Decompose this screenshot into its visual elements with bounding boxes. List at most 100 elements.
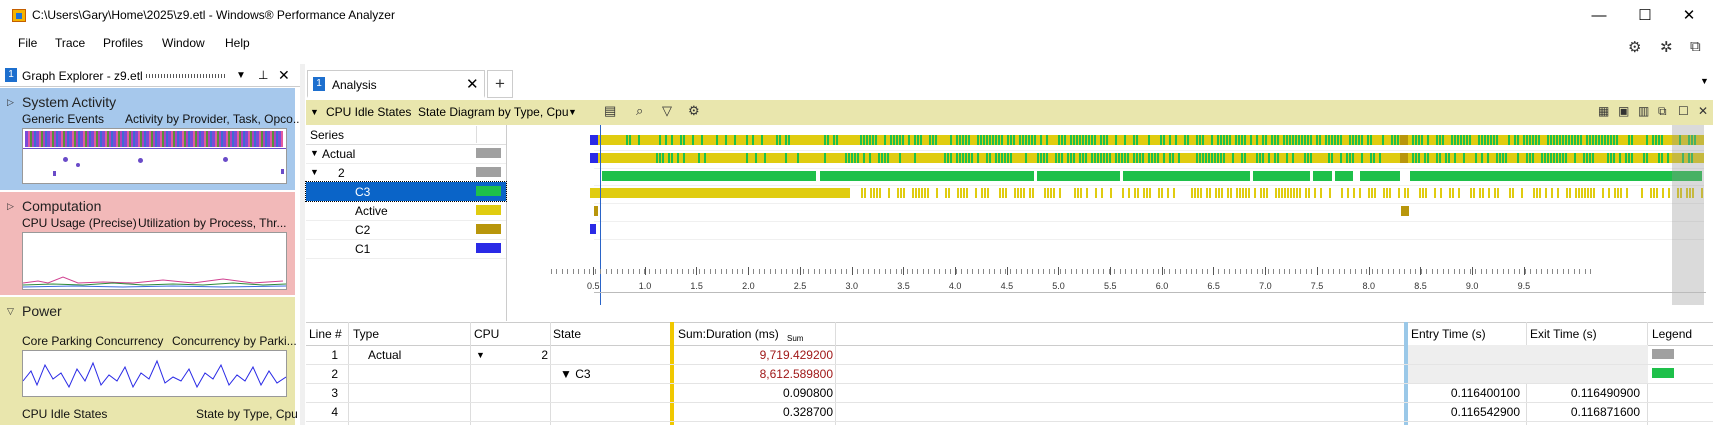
state-bar-c3: [1085, 153, 1087, 163]
state-bar-c3: [1244, 153, 1246, 163]
series-color-swatch[interactable]: [476, 186, 501, 196]
menu-help[interactable]: Help: [225, 36, 250, 50]
pane-splitter[interactable]: [300, 64, 305, 425]
col-header-type[interactable]: Type: [353, 327, 380, 341]
state-bar-c3: [785, 135, 787, 145]
state-bar-active: [1287, 188, 1289, 198]
series-color-swatch[interactable]: [476, 167, 501, 177]
series-row[interactable]: [305, 181, 507, 202]
table-icon[interactable]: ▤: [604, 103, 617, 118]
expand-icon[interactable]: ▷: [7, 201, 14, 211]
section-preset[interactable]: Concurrency by Parki...: [172, 334, 297, 348]
graph-only-icon[interactable]: ▦: [1598, 104, 1610, 118]
col-header-state[interactable]: State: [553, 327, 582, 341]
settings-icon[interactable]: ⚙: [688, 103, 700, 118]
thumbnail-generic-events[interactable]: [22, 128, 287, 184]
col-header-cpu[interactable]: CPU: [474, 327, 500, 341]
col-header-exit-time[interactable]: Exit Time (s): [1530, 327, 1597, 341]
state-bar-c3: [893, 135, 895, 145]
column-divider[interactable]: [835, 322, 836, 425]
column-divider[interactable]: [550, 322, 551, 425]
section-subtitle[interactable]: Core Parking Concurrency: [22, 334, 164, 348]
col-header-legend[interactable]: Legend: [1652, 327, 1693, 341]
gear-icon[interactable]: ⚙: [1628, 39, 1642, 56]
series-row[interactable]: [306, 239, 506, 259]
column-divider[interactable]: [470, 322, 471, 425]
maximize-button[interactable]: ☐: [1638, 7, 1652, 24]
preset-dropdown[interactable]: State Diagram by Type, Cpu: [418, 105, 569, 119]
expand-icon[interactable]: ▷: [7, 97, 14, 107]
section-subtitle[interactable]: Generic Events: [22, 112, 105, 126]
maximize-graph-icon[interactable]: ☐: [1678, 104, 1689, 118]
state-bar-c3: [1397, 135, 1399, 145]
close-button[interactable]: ✕: [1682, 7, 1696, 24]
filter-icon[interactable]: ▽: [662, 103, 672, 118]
menu-trace[interactable]: Trace: [55, 36, 86, 50]
share-icon[interactable]: ⧉: [1690, 38, 1701, 55]
state-bar-c3: [725, 135, 727, 145]
dropdown-icon[interactable]: ▼: [236, 70, 246, 81]
series-color-swatch[interactable]: [476, 205, 501, 215]
add-tab-button[interactable]: +: [487, 70, 513, 98]
axis-minor-tick: [1404, 269, 1406, 274]
tab-analysis[interactable]: [307, 70, 485, 98]
graph-bar[interactable]: [1404, 322, 1408, 425]
series-color-swatch[interactable]: [476, 148, 501, 158]
thumbnail-core-parking[interactable]: [22, 350, 287, 397]
section-subtitle[interactable]: CPU Usage (Precise): [22, 216, 137, 230]
menu-profiles[interactable]: Profiles: [103, 36, 144, 50]
series-row[interactable]: [306, 220, 506, 240]
state-bar-c3: [956, 135, 958, 145]
section-preset[interactable]: State by Type, Cpu: [196, 407, 298, 421]
expander-icon[interactable]: ▼: [310, 148, 319, 158]
table-view-icon[interactable]: ▥: [1638, 104, 1650, 118]
section-preset[interactable]: Activity by Provider, Task, Opco...: [125, 112, 303, 126]
column-divider[interactable]: [348, 322, 349, 425]
drag-handle[interactable]: [146, 74, 226, 78]
axis-minor-tick: [857, 269, 859, 274]
series-row[interactable]: [306, 144, 506, 164]
series-row[interactable]: [306, 201, 506, 221]
bug-icon[interactable]: ✲: [1660, 39, 1673, 56]
minimize-button[interactable]: —: [1591, 7, 1607, 24]
axis-major-tick: [1265, 267, 1267, 275]
overflow-icon[interactable]: ▼: [1700, 76, 1709, 86]
axis-minor-tick: [1125, 269, 1127, 274]
col-header-sum-duration[interactable]: Sum:Duration (ms): [678, 327, 779, 341]
table-row[interactable]: [306, 345, 1713, 365]
group-bar[interactable]: [670, 322, 674, 425]
col-header-entry-time[interactable]: Entry Time (s): [1411, 327, 1486, 341]
close-graph-icon[interactable]: ✕: [1698, 104, 1709, 118]
axis-minor-tick: [1360, 269, 1362, 274]
state-bar-active: [1296, 188, 1298, 198]
state-bar-c3: [1556, 153, 1558, 163]
state-bar-c3: [1286, 135, 1288, 145]
pin-icon[interactable]: ⊥: [258, 68, 269, 82]
time-cursor[interactable]: [600, 125, 601, 305]
expander-icon[interactable]: ▼: [310, 167, 319, 177]
restore-icon[interactable]: ⧉: [1658, 104, 1667, 118]
section-title-cpu-idle[interactable]: CPU Idle States: [22, 407, 108, 421]
close-icon[interactable]: ✕: [278, 67, 290, 83]
col-header-line[interactable]: Line #: [309, 327, 342, 341]
state-bar-active: [1680, 188, 1682, 198]
series-label: C1: [355, 242, 371, 256]
table-row[interactable]: [306, 402, 1713, 422]
chart-view-icon[interactable]: ▣: [1618, 104, 1630, 118]
preset-dropdown-arrow[interactable]: ▼: [568, 107, 577, 117]
table-row[interactable]: [306, 364, 1713, 384]
tab-close-icon[interactable]: ✕: [466, 76, 479, 93]
menu-file[interactable]: File: [18, 36, 38, 50]
section-preset[interactable]: Utilization by Process, Thr...: [138, 216, 287, 230]
table-row[interactable]: [306, 383, 1713, 403]
menu-window[interactable]: Window: [162, 36, 205, 50]
series-color-swatch[interactable]: [476, 224, 501, 234]
collapse-graph-icon[interactable]: ▼: [310, 107, 319, 117]
state-diagram-chart[interactable]: 0.5 1.0 1.5 2.0 2.5 3.0 3.5 4.0 4.5 5.0 5.5 6.0 6.5 7…: [510, 125, 1713, 321]
collapse-icon[interactable]: ▽: [7, 306, 14, 316]
series-color-swatch[interactable]: [476, 243, 501, 253]
thumbnail-cpu-usage[interactable]: [22, 232, 287, 290]
search-icon[interactable]: ⌕: [636, 103, 644, 118]
state-bar-active: [1101, 188, 1103, 198]
state-bar-active: [876, 188, 878, 198]
